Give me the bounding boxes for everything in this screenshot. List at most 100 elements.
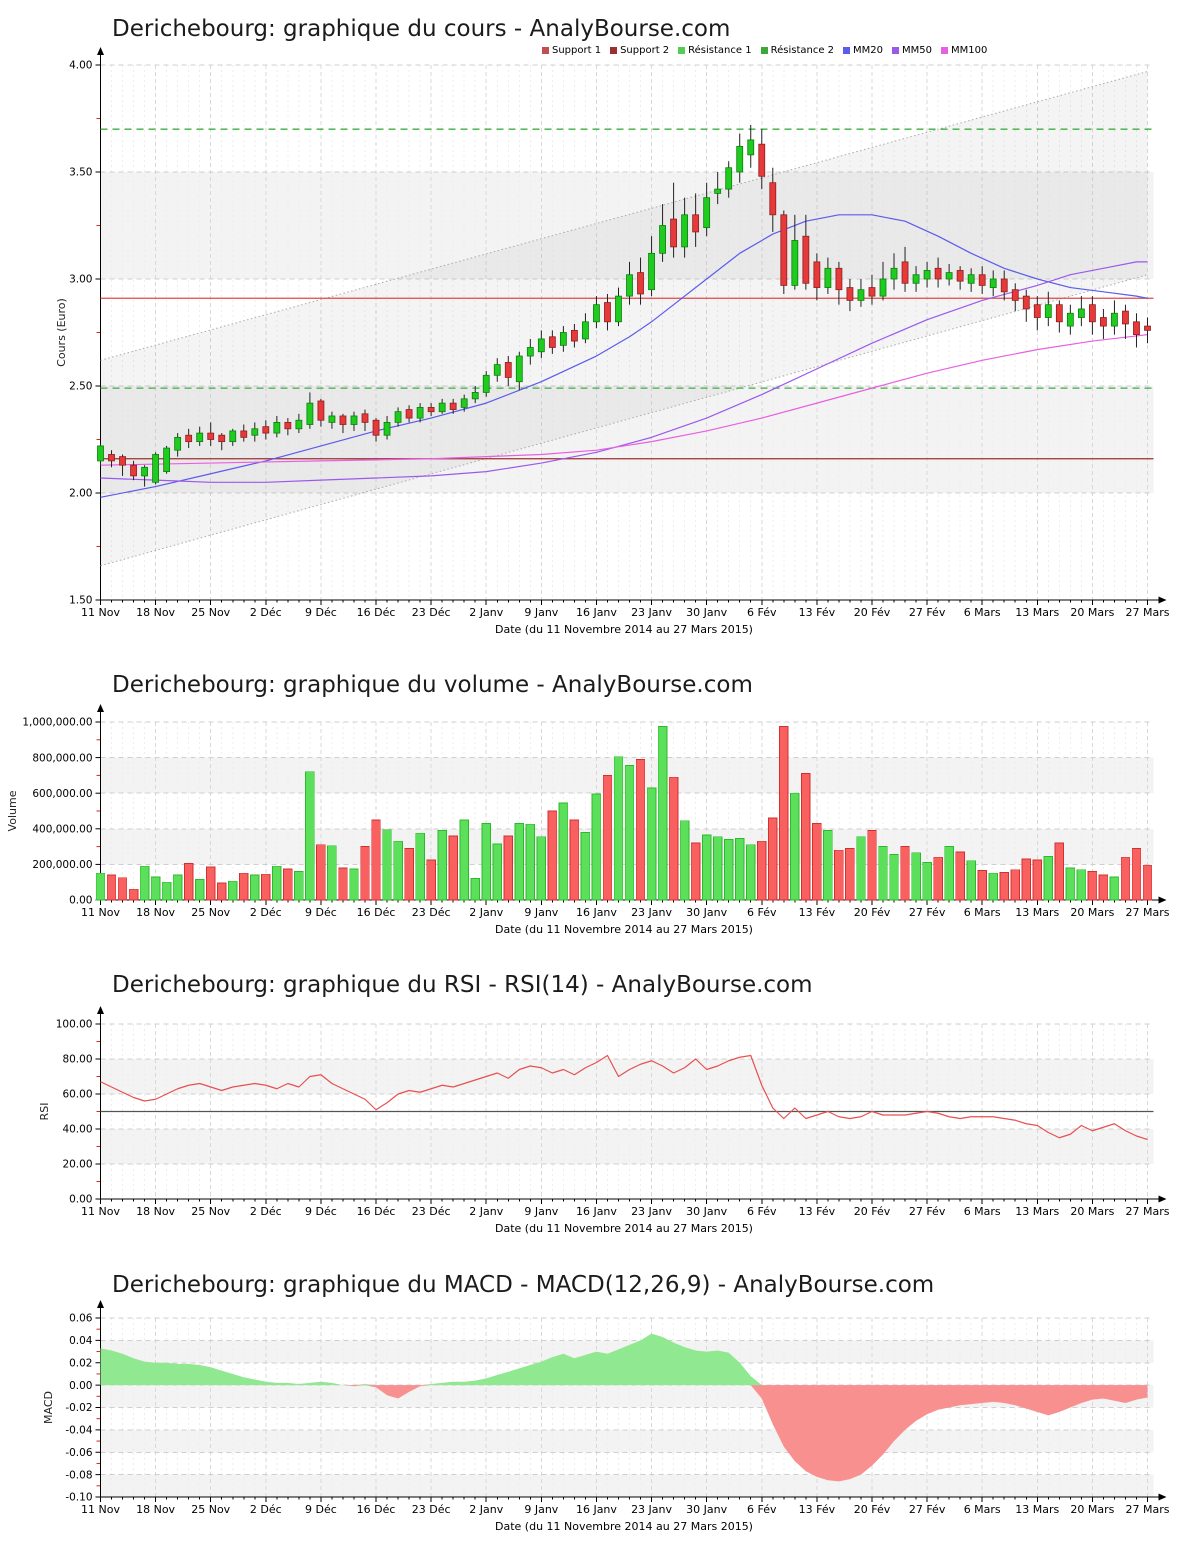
legend-item-mm20: MM20 xyxy=(843,45,883,56)
legend-label: MM100 xyxy=(951,45,988,56)
svg-text:0.00: 0.00 xyxy=(69,1380,92,1392)
legend-item-support-2: Support 2 xyxy=(610,45,669,56)
svg-text:13 Mars: 13 Mars xyxy=(1015,1205,1059,1218)
svg-text:2 Déc: 2 Déc xyxy=(250,906,282,919)
legend-label: Support 1 xyxy=(552,45,602,56)
legend-label: Support 2 xyxy=(620,45,670,56)
svg-text:27 Fév: 27 Fév xyxy=(909,906,946,919)
svg-text:20 Mars: 20 Mars xyxy=(1070,1503,1114,1516)
svg-text:20 Mars: 20 Mars xyxy=(1070,606,1114,619)
svg-text:40.00: 40.00 xyxy=(62,1124,92,1136)
svg-text:0.06: 0.06 xyxy=(69,1313,93,1325)
svg-text:9 Déc: 9 Déc xyxy=(305,1503,337,1516)
svg-text:-0.08: -0.08 xyxy=(65,1469,92,1481)
svg-text:13 Fév: 13 Fév xyxy=(799,1503,836,1516)
svg-text:0.02: 0.02 xyxy=(69,1357,92,1369)
rsi-chart-title: Derichebourg: graphique du RSI - RSI(14)… xyxy=(112,972,813,998)
svg-text:RSI: RSI xyxy=(38,1103,51,1121)
legend-swatch xyxy=(941,47,948,54)
svg-text:9 Janv: 9 Janv xyxy=(524,606,558,619)
svg-text:30 Janv: 30 Janv xyxy=(686,1503,727,1516)
svg-text:11 Nov: 11 Nov xyxy=(81,906,120,919)
svg-text:13 Mars: 13 Mars xyxy=(1015,1503,1059,1516)
legend-swatch xyxy=(610,47,618,54)
svg-text:MACD: MACD xyxy=(42,1391,55,1424)
svg-text:0.00: 0.00 xyxy=(69,895,92,907)
svg-text:2.50: 2.50 xyxy=(69,381,92,393)
svg-text:23 Janv: 23 Janv xyxy=(631,606,672,619)
svg-text:4.00: 4.00 xyxy=(69,60,92,72)
svg-text:13 Mars: 13 Mars xyxy=(1015,906,1059,919)
svg-text:Volume: Volume xyxy=(6,790,19,831)
legend-swatch xyxy=(892,47,900,54)
svg-text:6 Fév: 6 Fév xyxy=(747,1205,777,1218)
svg-text:6 Mars: 6 Mars xyxy=(964,906,1001,919)
svg-text:16 Janv: 16 Janv xyxy=(576,606,617,619)
svg-text:-0.04: -0.04 xyxy=(65,1425,92,1437)
svg-text:23 Janv: 23 Janv xyxy=(631,906,672,919)
svg-text:Cours (Euro): Cours (Euro) xyxy=(55,298,68,367)
svg-text:13 Fév: 13 Fév xyxy=(799,906,836,919)
svg-text:600,000.00: 600,000.00 xyxy=(32,788,92,800)
svg-text:6 Fév: 6 Fév xyxy=(747,1503,777,1516)
svg-text:23 Janv: 23 Janv xyxy=(631,1205,672,1218)
svg-text:2 Déc: 2 Déc xyxy=(250,606,282,619)
svg-text:23 Déc: 23 Déc xyxy=(412,606,451,619)
svg-text:9 Janv: 9 Janv xyxy=(524,1503,558,1516)
svg-text:23 Déc: 23 Déc xyxy=(412,1503,451,1516)
svg-text:27 Mars: 27 Mars xyxy=(1126,906,1170,919)
svg-text:11 Nov: 11 Nov xyxy=(81,606,120,619)
svg-text:16 Déc: 16 Déc xyxy=(357,906,396,919)
svg-text:11 Nov: 11 Nov xyxy=(81,1503,120,1516)
svg-text:6 Fév: 6 Fév xyxy=(747,606,777,619)
svg-text:18 Nov: 18 Nov xyxy=(136,1205,175,1218)
svg-text:60.00: 60.00 xyxy=(62,1089,92,1101)
legend-item-mm100: MM100 xyxy=(941,45,987,56)
svg-text:-0.10: -0.10 xyxy=(65,1492,92,1504)
svg-text:9 Janv: 9 Janv xyxy=(524,906,558,919)
svg-text:27 Mars: 27 Mars xyxy=(1126,1503,1170,1516)
svg-text:27 Fév: 27 Fév xyxy=(909,1205,946,1218)
svg-text:20 Mars: 20 Mars xyxy=(1070,1205,1114,1218)
legend-label: MM20 xyxy=(853,45,884,56)
svg-text:25 Nov: 25 Nov xyxy=(191,906,230,919)
svg-text:6 Mars: 6 Mars xyxy=(964,1503,1001,1516)
legend-swatch xyxy=(843,47,851,54)
legend-label: MM50 xyxy=(902,45,932,56)
svg-text:Date (du 11 Novembre 2014 au 2: Date (du 11 Novembre 2014 au 27 Mars 201… xyxy=(495,623,753,636)
svg-text:16 Janv: 16 Janv xyxy=(576,1205,617,1218)
svg-text:27 Fév: 27 Fév xyxy=(909,606,946,619)
legend-item-support-1: Support 1 xyxy=(542,45,601,56)
svg-text:20 Fév: 20 Fév xyxy=(854,1503,891,1516)
svg-text:9 Déc: 9 Déc xyxy=(305,1205,337,1218)
svg-text:-0.06: -0.06 xyxy=(65,1447,92,1459)
svg-text:6 Fév: 6 Fév xyxy=(747,906,777,919)
macd-chart-title: Derichebourg: graphique du MACD - MACD(1… xyxy=(112,1272,935,1298)
svg-text:13 Mars: 13 Mars xyxy=(1015,606,1059,619)
svg-text:2.00: 2.00 xyxy=(69,488,92,500)
svg-text:400,000.00: 400,000.00 xyxy=(32,823,92,835)
svg-text:18 Nov: 18 Nov xyxy=(136,1503,175,1516)
volume-bars-plot: 1,000,000.00 800,000.00 600,000.00 400,000.… xyxy=(6,704,1170,936)
legend-swatch xyxy=(760,47,768,54)
svg-text:30 Janv: 30 Janv xyxy=(686,606,727,619)
svg-text:3.00: 3.00 xyxy=(69,274,92,286)
svg-text:1,000,000.00: 1,000,000.00 xyxy=(22,717,92,729)
svg-text:2 Janv: 2 Janv xyxy=(469,1205,503,1218)
price-chart-legend: Support 1 Support 2 Résistance 1 Résistance… xyxy=(542,45,987,56)
legend-item-résistance-2: Résistance 2 xyxy=(760,45,834,56)
svg-text:13 Fév: 13 Fév xyxy=(799,606,836,619)
svg-text:30 Janv: 30 Janv xyxy=(686,906,727,919)
svg-text:16 Déc: 16 Déc xyxy=(357,1503,396,1516)
svg-text:9 Déc: 9 Déc xyxy=(305,906,337,919)
svg-text:16 Janv: 16 Janv xyxy=(576,1503,617,1516)
legend-swatch xyxy=(542,47,549,54)
svg-text:30 Janv: 30 Janv xyxy=(686,1205,727,1218)
svg-text:27 Fév: 27 Fév xyxy=(909,1503,946,1516)
svg-text:1.50: 1.50 xyxy=(69,595,92,607)
svg-text:800,000.00: 800,000.00 xyxy=(32,752,92,764)
svg-text:80.00: 80.00 xyxy=(62,1054,92,1066)
svg-text:Date (du 11 Novembre 2014 au 2: Date (du 11 Novembre 2014 au 27 Mars 201… xyxy=(495,923,753,936)
